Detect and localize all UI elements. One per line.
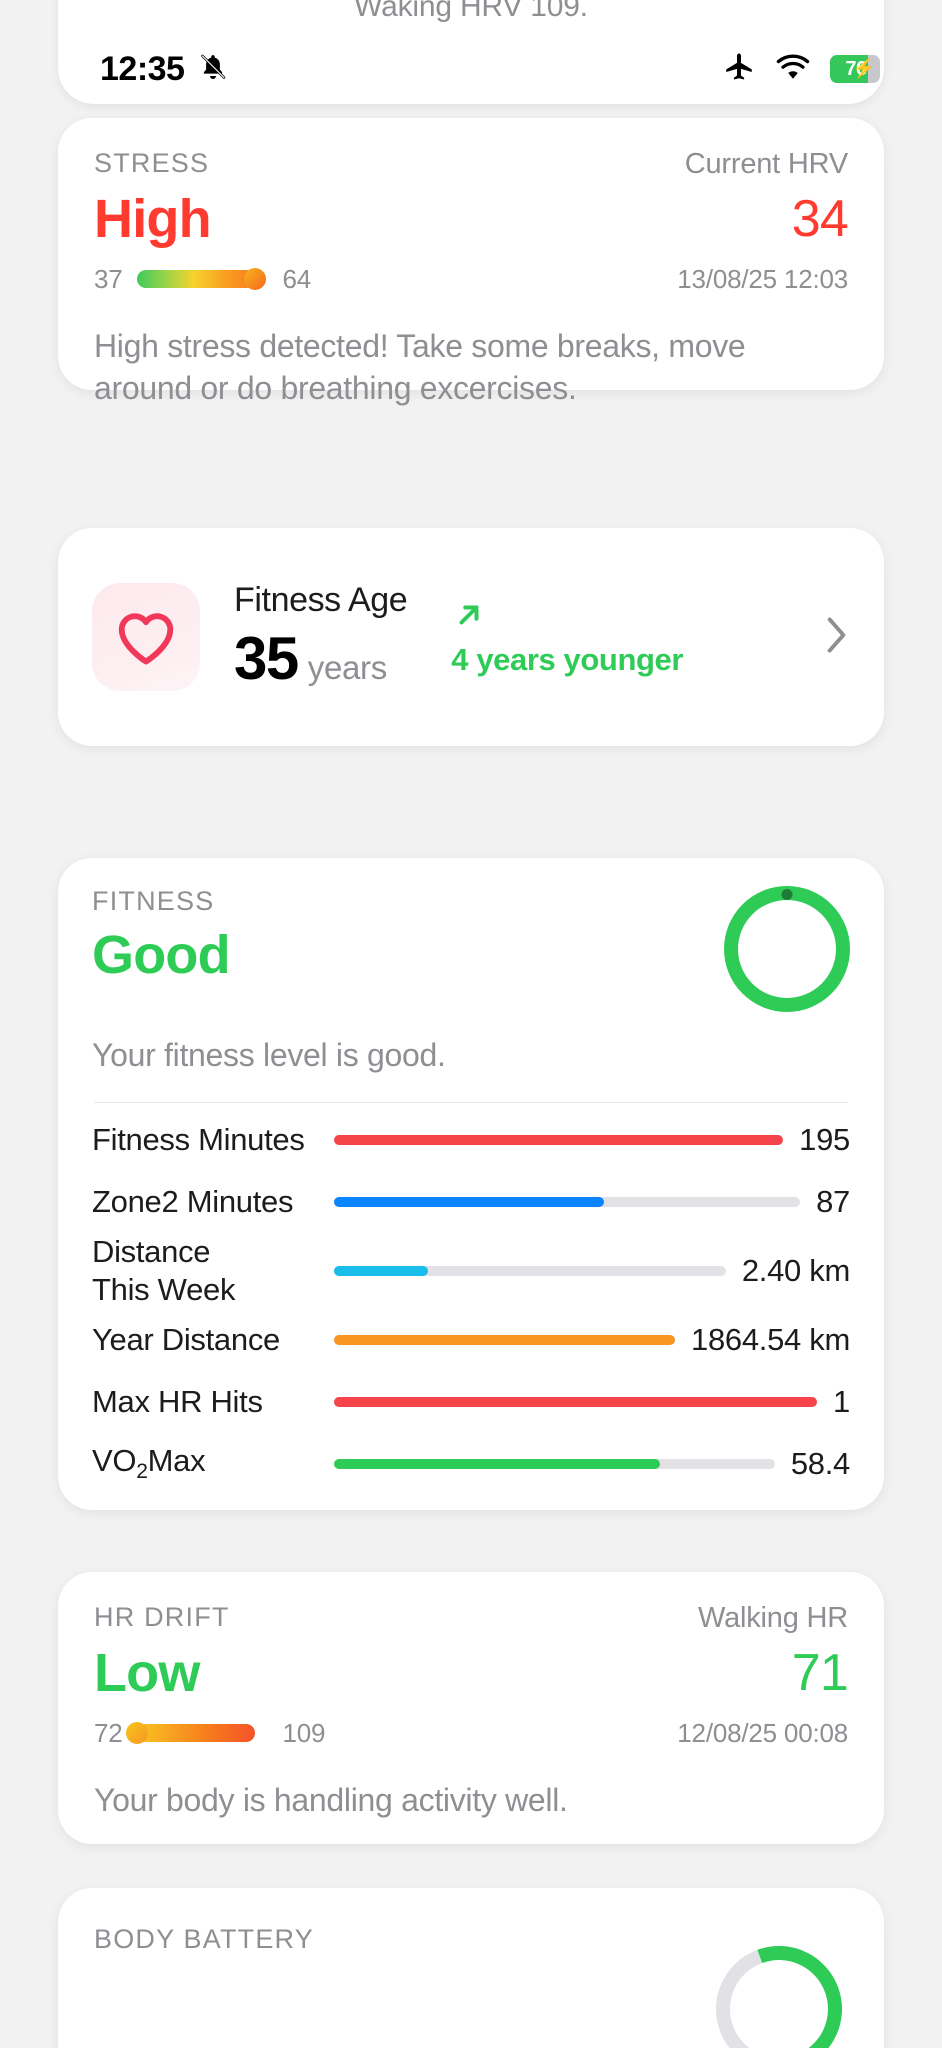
metric-value: 195 <box>799 1122 850 1158</box>
hr-drift-gradient-track <box>125 1722 255 1745</box>
stress-card[interactable]: STRESS Current HRV High 34 37 64 13/08/2… <box>58 118 884 406</box>
body-battery-progress-ring <box>695 1925 863 2048</box>
status-bar-right: 76 ⚡ <box>722 50 880 89</box>
body-battery-card[interactable]: BODY BATTERY <box>58 1888 884 2048</box>
metric-label: Distance This Week <box>92 1234 236 1308</box>
status-bar: 12:35 <box>0 45 942 93</box>
bell-off-icon <box>198 51 228 88</box>
stress-description: High stress detected! Take some breaks, … <box>94 327 746 406</box>
metric-progress-track <box>334 1396 818 1407</box>
fitness-description: Your fitness level is good. <box>92 1037 446 1073</box>
metric-progress-fill <box>334 1458 661 1469</box>
stress-value-row: High 34 <box>94 189 849 249</box>
metric-progress-track <box>334 1458 775 1469</box>
fitness-divider <box>94 1102 848 1104</box>
metric-progress-track <box>334 1135 784 1146</box>
hr-drift-description: Your body is handling activity well. <box>94 1781 568 1818</box>
fitness-age-trend: 4 years younger <box>451 597 814 678</box>
status-time: 12:35 <box>100 49 185 88</box>
metric-label: Fitness Minutes <box>92 1122 305 1158</box>
metric-value: 58.4 <box>790 1445 850 1481</box>
metric-progress-track <box>334 1266 726 1277</box>
fitness-age-card[interactable]: Fitness Age 35 years 4 years younger <box>58 528 884 746</box>
hrdrift-value-row: Low 71 <box>94 1643 849 1703</box>
metric-progress-fill <box>334 1266 429 1277</box>
airplane-mode-icon <box>722 50 756 89</box>
chevron-right-icon[interactable] <box>824 613 850 662</box>
stress-range-row: 37 64 13/08/25 12:03 <box>94 264 848 295</box>
waking-hrv-text: Waking HRV 109. <box>354 0 588 23</box>
stress-card-label: STRESS <box>94 148 210 178</box>
stress-header-row: STRESS Current HRV <box>94 148 848 181</box>
metric-row: Fitness Minutes 195 <box>92 1109 850 1171</box>
hr-drift-status: Low <box>94 1643 200 1703</box>
battery-indicator: 76 ⚡ <box>830 55 880 83</box>
metric-value: 1864.54 km <box>691 1321 850 1357</box>
metric-label: Zone2 Minutes <box>92 1184 294 1220</box>
fitness-age-trend-text: 4 years younger <box>451 641 684 677</box>
hrdrift-range-row: 72 109 12/08/25 00:08 <box>94 1718 848 1749</box>
status-bar-left: 12:35 <box>100 50 228 89</box>
hr-drift-range-bar: 72 109 <box>94 1717 326 1749</box>
metric-label: Year Distance <box>92 1321 280 1357</box>
charging-bolt-icon: ⚡ <box>852 58 876 80</box>
hr-drift-range-max: 109 <box>282 1717 326 1748</box>
stress-range-marker <box>243 268 266 291</box>
hr-drift-timestamp: 12/08/25 00:08 <box>677 1717 848 1748</box>
fitness-age-title: Fitness Age <box>234 581 408 619</box>
hrdrift-header-row: HR DRIFT Walking HR <box>94 1602 848 1635</box>
fitness-card[interactable]: FITNESS Good Your fitness level is good.… <box>58 858 884 1510</box>
battery-fill <box>830 55 868 83</box>
hr-drift-range-marker <box>125 1722 148 1745</box>
metric-row: Zone2 Minutes 87 <box>92 1171 850 1233</box>
fitness-ring-track <box>724 886 850 1012</box>
fitness-progress-ring <box>724 886 850 1012</box>
fitness-ring-marker <box>781 889 793 900</box>
hr-drift-range-min: 72 <box>94 1717 123 1748</box>
metric-label: Max HR Hits <box>92 1383 263 1419</box>
metric-row: Year Distance 1864.54 km <box>92 1309 850 1371</box>
metric-value: 1 <box>833 1383 850 1419</box>
previous-card-peek[interactable]: Waking HRV 109. <box>58 0 884 104</box>
stress-status: High <box>94 189 212 249</box>
stress-range-bar: 37 64 <box>94 264 311 295</box>
metric-row: VO2Max 58.4 <box>92 1433 850 1495</box>
metric-progress-fill <box>334 1396 818 1407</box>
metric-progress-fill <box>334 1135 784 1146</box>
fitness-age-value: 35 <box>234 625 299 692</box>
wifi-icon <box>776 53 810 86</box>
body-battery-card-label: BODY BATTERY <box>94 1924 314 1954</box>
metric-progress-fill <box>334 1334 675 1345</box>
fitness-age-text-group: Fitness Age 35 years <box>234 581 408 693</box>
fitness-header-text: FITNESS Good <box>92 886 231 985</box>
metric-progress-track <box>334 1334 675 1345</box>
arrow-up-right-icon <box>451 597 487 638</box>
fitness-metrics-list: Fitness Minutes 195 Zone2 Minutes 87 Distanc… <box>92 1109 850 1495</box>
metric-row: Max HR Hits 1 <box>92 1371 850 1433</box>
fitness-age-unit: years <box>307 649 388 686</box>
hr-drift-card-label: HR DRIFT <box>94 1602 230 1632</box>
battery-percent-label: 76 <box>845 57 867 80</box>
fitness-status: Good <box>92 925 231 985</box>
heart-icon <box>92 583 200 691</box>
metric-value: 87 <box>816 1184 850 1220</box>
stress-gradient-track <box>136 268 266 291</box>
fitness-card-label: FITNESS <box>92 886 215 916</box>
metric-progress-track <box>334 1197 801 1208</box>
walking-hr-value: 71 <box>791 1644 849 1703</box>
stress-timestamp: 13/08/25 12:03 <box>677 263 848 294</box>
metric-row: Distance This Week 2.40 km <box>92 1233 850 1309</box>
stress-range-max: 64 <box>282 263 312 294</box>
fitness-header-row: FITNESS Good <box>92 886 850 1012</box>
fitness-age-value-row: 35 years <box>234 624 407 693</box>
current-hrv-value: 34 <box>791 190 849 249</box>
metric-value: 2.40 km <box>741 1253 850 1289</box>
walking-hr-label: Walking HR <box>697 1602 848 1634</box>
hr-drift-card[interactable]: HR DRIFT Walking HR Low 71 72 109 12/08/… <box>58 1572 884 1844</box>
stress-range-min: 37 <box>94 263 123 294</box>
current-hrv-label: Current HRV <box>684 148 848 180</box>
metric-progress-fill <box>334 1197 605 1208</box>
metric-label: VO2Max <box>92 1443 206 1484</box>
